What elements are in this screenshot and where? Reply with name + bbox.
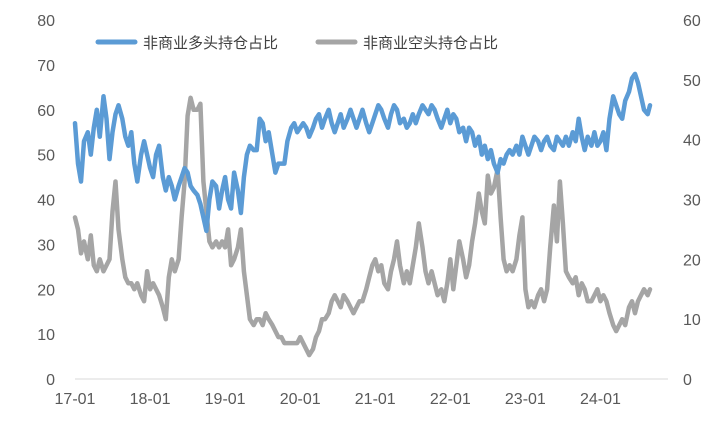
left-y-tick-label: 80: [37, 13, 55, 30]
x-axis: 17-01 18-01 19-01 20-01 21-01 22-01 23-01 24-01: [55, 391, 621, 408]
x-tick-label: 18-01: [130, 391, 171, 408]
left-y-tick-label: 10: [37, 327, 55, 344]
right-y-tick-label: 10: [683, 312, 701, 329]
right-y-tick-label: 50: [683, 73, 701, 90]
left-y-axis: 0 10 20 30 40 50 60 70 80: [37, 13, 55, 389]
left-y-tick-label: 60: [37, 103, 55, 120]
right-y-tick-label: 30: [683, 193, 701, 210]
x-tick-label: 17-01: [55, 391, 96, 408]
plot-area: [72, 71, 653, 358]
right-y-tick-label: 0: [683, 372, 692, 389]
x-tick-label: 23-01: [505, 391, 546, 408]
legend-label-long: 非商业多头持仓占比: [143, 34, 278, 52]
left-y-tick-label: 70: [37, 58, 55, 75]
right-y-tick-label: 60: [683, 13, 701, 30]
series-line-short: [72, 95, 653, 358]
x-tick-label: 19-01: [205, 391, 246, 408]
legend: 非商业多头持仓占比 非商业空头持仓占比: [95, 34, 498, 52]
series-line-long: [72, 71, 653, 234]
legend-label-short: 非商业空头持仓占比: [363, 34, 498, 52]
left-y-tick-label: 50: [37, 148, 55, 165]
x-tick-label: 21-01: [355, 391, 396, 408]
x-tick-label: 22-01: [430, 391, 471, 408]
left-y-tick-label: 40: [37, 193, 55, 210]
x-tick-label: 24-01: [580, 391, 621, 408]
right-y-tick-label: 20: [683, 252, 701, 269]
right-y-axis: 0 10 20 30 40 50 60: [683, 13, 701, 389]
left-y-tick-label: 20: [37, 282, 55, 299]
left-y-tick-label: 30: [37, 237, 55, 254]
left-y-tick-label: 0: [46, 372, 55, 389]
x-tick-label: 20-01: [280, 391, 321, 408]
right-y-tick-label: 40: [683, 133, 701, 150]
